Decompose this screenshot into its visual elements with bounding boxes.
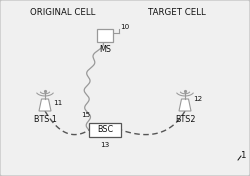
Text: 15: 15 <box>81 112 90 118</box>
Text: BTS 1: BTS 1 <box>34 115 56 124</box>
FancyBboxPatch shape <box>89 123 121 137</box>
Text: 13: 13 <box>100 142 110 148</box>
Text: 12: 12 <box>193 96 202 102</box>
Polygon shape <box>179 99 191 111</box>
Polygon shape <box>39 99 51 111</box>
Text: 1: 1 <box>240 150 246 159</box>
Text: 10: 10 <box>120 24 129 30</box>
Text: BSC: BSC <box>97 125 113 134</box>
Text: TARGET CELL: TARGET CELL <box>148 8 206 17</box>
Text: BTS2: BTS2 <box>175 115 195 124</box>
Text: ORIGINAL CELL: ORIGINAL CELL <box>30 8 96 17</box>
Text: 11: 11 <box>53 100 62 106</box>
Text: MS: MS <box>99 46 111 55</box>
FancyBboxPatch shape <box>97 29 113 42</box>
